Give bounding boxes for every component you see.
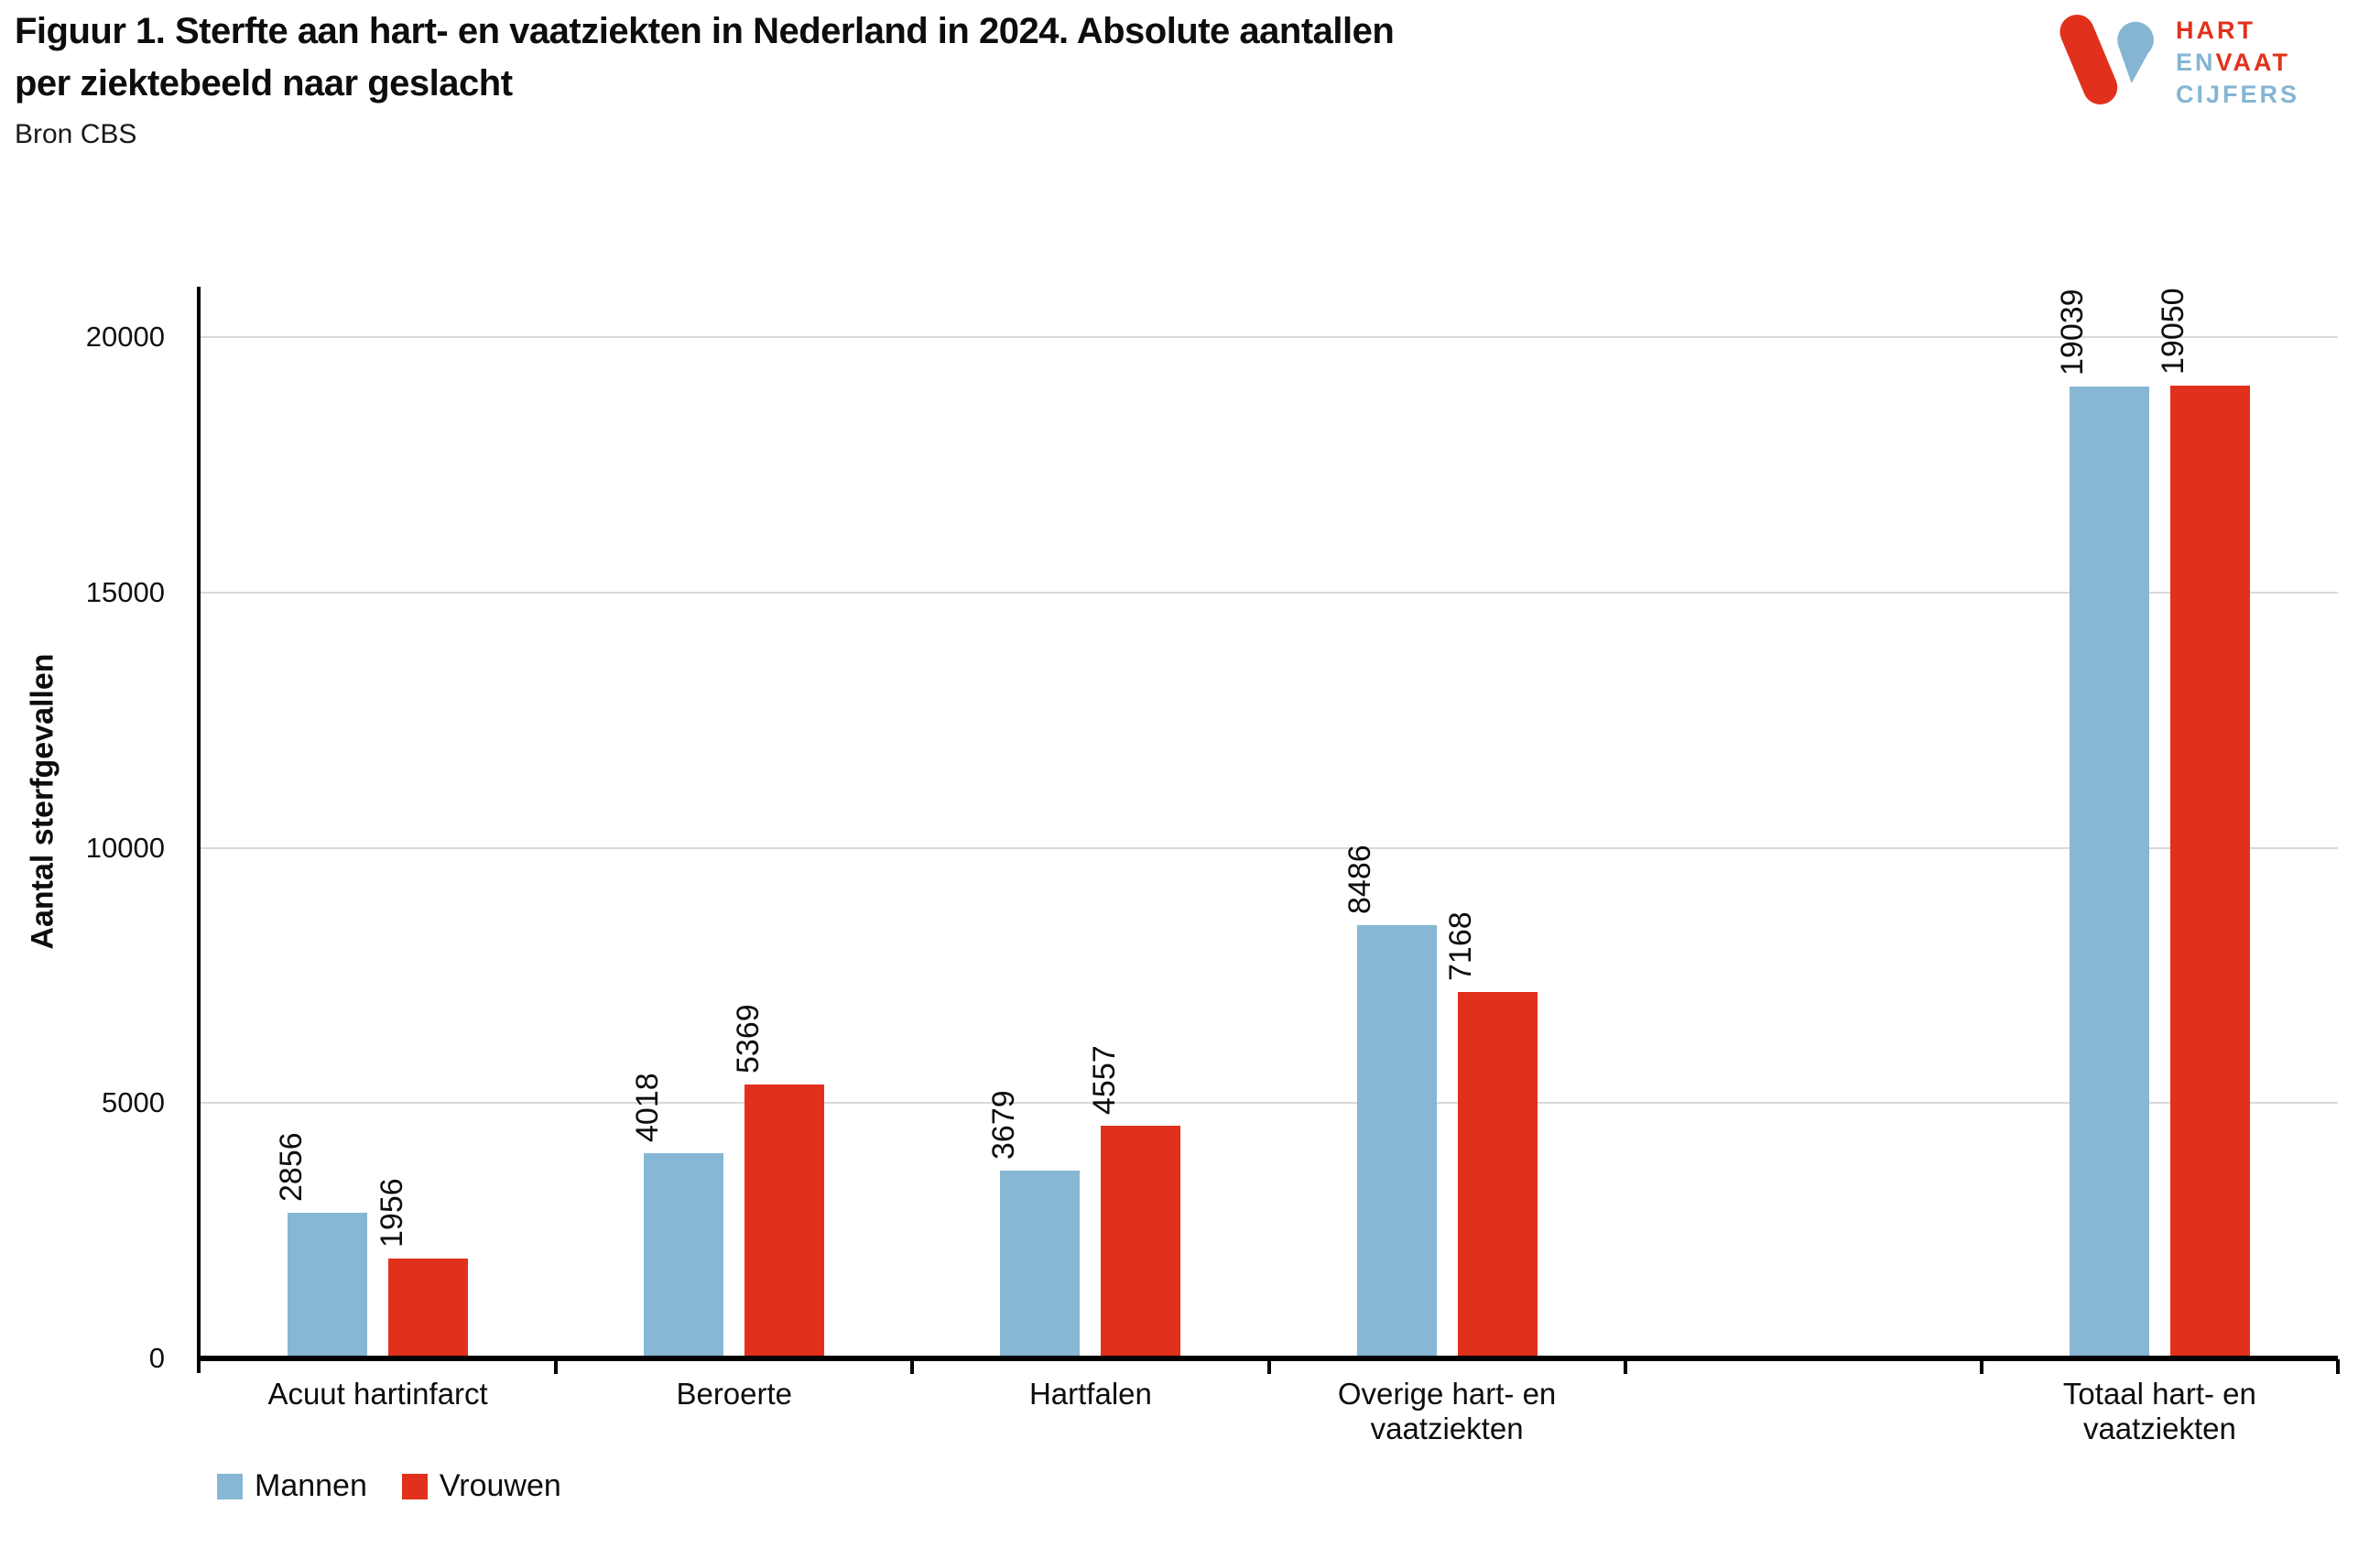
y-axis-tick-label: 20000 [85,321,165,353]
figure-source: Bron CBS [15,119,137,149]
logo-word-vaat: VAAT [2215,49,2291,76]
x-axis-category-label: Acuut hartinfarct [267,1377,488,1411]
hartenvaatcijfers-logo: HART ENVAAT CIJFERS [2049,15,2299,114]
x-axis-tick [554,1359,559,1374]
y-axis-tick-label: 0 [148,1342,165,1374]
legend-item-vrouwen[interactable]: Vrouwen [401,1468,561,1504]
y-axis-tick-label: 15000 [85,575,165,608]
x-axis-line [197,1356,2338,1361]
x-axis-tick [910,1359,915,1374]
bar-vrouwen-Beroerte[interactable] [744,1085,825,1358]
bar-value-label: 2856 [273,1132,309,1202]
x-axis-category-label: Overige hart- en vaatziekten [1337,1377,1557,1445]
chart-legend: Mannen Vrouwen [217,1468,561,1504]
logo-word-cijfers: CIJFERS [2176,81,2300,108]
bar-value-label: 7168 [1443,911,1479,981]
y-axis-tick-label: 5000 [102,1086,165,1119]
bar-value-label: 4018 [629,1073,665,1142]
bar-mannen-Beroerte[interactable] [644,1153,724,1358]
legend-item-mannen[interactable]: Mannen [217,1468,367,1504]
bar-value-label: 5369 [730,1004,766,1074]
bar-mannen-Overige hart- en vaatziekten[interactable] [1356,925,1437,1358]
bar-value-label: 3679 [985,1090,1021,1160]
bar-vrouwen-Hartfalen[interactable] [1101,1126,1181,1358]
x-axis-tick [1979,1359,1983,1374]
logo-heart-icon [2059,15,2154,105]
y-axis-line [197,287,201,1373]
bar-value-label: 1956 [374,1178,409,1248]
gridline-15000 [200,591,2338,594]
bar-vrouwen-Totaal hart- en vaatziekten[interactable] [2169,386,2250,1358]
x-axis-tick [1623,1359,1627,1374]
logo-word-en: EN [2176,49,2216,76]
x-axis-tick [2336,1359,2340,1374]
gridline-20000 [200,336,2338,338]
legend-label-mannen: Mannen [255,1468,367,1503]
bar-value-label: 8486 [1342,845,1378,914]
gridline-5000 [200,1102,2338,1105]
bar-vrouwen-Acuut hartinfarct[interactable] [388,1259,469,1358]
x-axis-category-label: Beroerte [676,1377,793,1411]
bar-mannen-Totaal hart- en vaatziekten[interactable] [2069,387,2149,1358]
bar-value-label: 19039 [2055,289,2091,376]
x-axis-category-label: Hartfalen [1028,1377,1152,1411]
bar-vrouwen-Overige hart- en vaatziekten[interactable] [1457,992,1538,1358]
logo-wordmark: HART ENVAAT CIJFERS [2176,15,2299,111]
bar-mannen-Acuut hartinfarct[interactable] [288,1213,368,1358]
bar-value-label: 4557 [1086,1045,1122,1115]
figure-title: Figuur 1. Sterfte aan hart- en vaatziekt… [15,11,1395,104]
logo-word-hart: HART [2176,16,2255,44]
legend-label-vrouwen: Vrouwen [439,1468,561,1503]
bar-value-label: 19050 [2156,288,2191,375]
gridline-10000 [200,846,2338,849]
bar-mannen-Hartfalen[interactable] [1000,1171,1081,1358]
x-axis-tick [1266,1359,1271,1374]
x-axis-category-label: Totaal hart- en vaatziekten [2062,1377,2256,1445]
legend-swatch-mannen [217,1473,243,1499]
y-axis-tick-label: 10000 [85,831,165,864]
legend-swatch-vrouwen [401,1473,428,1499]
